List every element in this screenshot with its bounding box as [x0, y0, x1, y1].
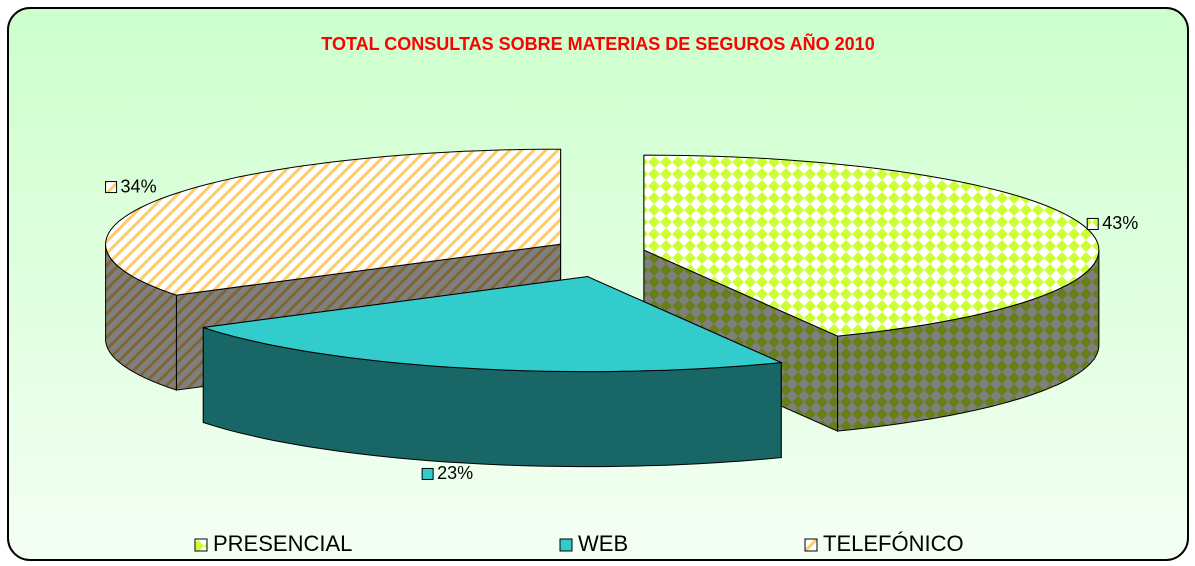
label-key: [105, 181, 118, 194]
slice-top: [105, 148, 562, 296]
data-label: 23%: [437, 463, 473, 483]
legend-label: PRESENCIAL: [213, 531, 352, 556]
legend-label: TELEFÓNICO: [823, 531, 964, 556]
legend-key: [194, 538, 208, 552]
legend-key: [804, 538, 818, 552]
label-key: [1086, 217, 1099, 230]
slice-top: [203, 276, 784, 373]
legend-label: WEB: [578, 531, 628, 556]
slice: [643, 154, 1100, 432]
slice: [202, 275, 784, 468]
data-label: 43%: [1102, 213, 1138, 233]
legend-key: [559, 538, 573, 552]
data-label: 34%: [121, 176, 157, 196]
label-key: [421, 467, 434, 480]
chart-title: TOTAL CONSULTAS SOBRE MATERIAS DE SEGURO…: [321, 33, 874, 54]
